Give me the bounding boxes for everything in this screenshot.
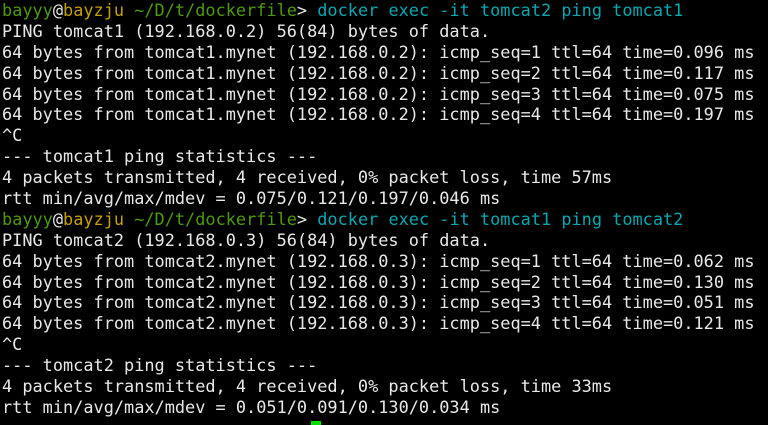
output-line: ^C bbox=[2, 334, 23, 355]
output-line: --- tomcat2 ping statistics --- bbox=[2, 355, 318, 376]
output-line: 64 bytes from tomcat1.mynet (192.168.0.2… bbox=[2, 83, 755, 104]
output-line: 64 bytes from tomcat1.mynet (192.168.0.2… bbox=[2, 104, 755, 125]
output-line: 4 packets transmitted, 4 received, 0% pa… bbox=[2, 376, 613, 397]
prompt-at: @ bbox=[52, 0, 64, 20]
output-line: 64 bytes from tomcat2.mynet (192.168.0.3… bbox=[2, 271, 755, 292]
output-line: rtt min/avg/max/mdev = 0.075/0.121/0.197… bbox=[2, 188, 501, 209]
prompt-at: @ bbox=[52, 208, 64, 229]
output-line: 64 bytes from tomcat2.mynet (192.168.0.3… bbox=[2, 313, 755, 334]
output-line: ^C bbox=[2, 125, 23, 146]
output-line: PING tomcat1 (192.168.0.2) 56(84) bytes … bbox=[2, 20, 491, 41]
output-line: --- tomcat1 ping statistics --- bbox=[2, 146, 318, 167]
output-line: 4 packets transmitted, 4 received, 0% pa… bbox=[2, 167, 613, 188]
command-text: docker exec -it tomcat1 ping tomcat2 bbox=[317, 208, 684, 229]
output-line: rtt min/avg/max/mdev = 0.051/0.091/0.130… bbox=[2, 396, 501, 417]
prompt-symbol: > bbox=[296, 208, 318, 229]
prompt-host: bayzju bbox=[63, 0, 125, 20]
output-line: 64 bytes from tomcat1.mynet (192.168.0.2… bbox=[2, 62, 755, 83]
prompt-line: bayyy@bayzju ~/D/t/dockerfile> docker ex… bbox=[2, 0, 768, 21]
output-line: 64 bytes from tomcat2.mynet (192.168.0.3… bbox=[2, 250, 755, 271]
terminal-cursor bbox=[311, 421, 321, 425]
prompt-line: bayyy@bayzju ~/D/t/dockerfile> docker ex… bbox=[2, 209, 768, 230]
prompt-path: ~/D/t/dockerfile bbox=[124, 0, 297, 20]
output-line: PING tomcat2 (192.168.0.3) 56(84) bytes … bbox=[2, 229, 491, 250]
prompt-user: bayyy bbox=[2, 0, 53, 20]
command-text: docker exec -it tomcat2 ping tomcat1 bbox=[317, 0, 684, 20]
output-line: 64 bytes from tomcat2.mynet (192.168.0.3… bbox=[2, 292, 755, 313]
prompt-symbol: > bbox=[296, 0, 318, 20]
prompt-path: ~/D/t/dockerfile bbox=[124, 208, 297, 229]
prompt-user: bayyy bbox=[2, 208, 53, 229]
output-line: 64 bytes from tomcat1.mynet (192.168.0.2… bbox=[2, 41, 755, 62]
prompt-host: bayzju bbox=[63, 208, 125, 229]
